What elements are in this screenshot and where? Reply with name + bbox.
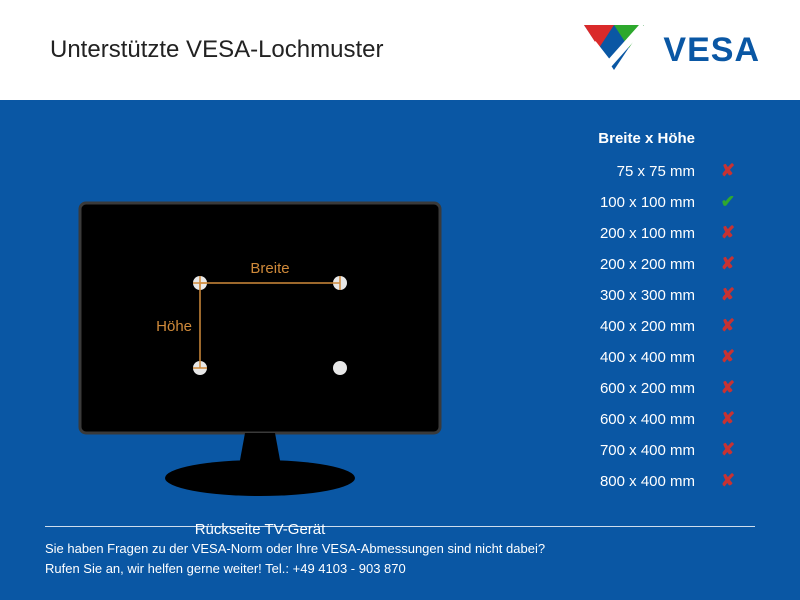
cross-icon: ✘ — [695, 471, 735, 491]
table-row: 700 x 400 mm✘ — [555, 440, 735, 460]
footer: Sie haben Fragen zu der VESA-Norm oder I… — [45, 526, 755, 578]
table-row: 200 x 100 mm✘ — [555, 223, 735, 243]
diagram-area: Breite Höhe Rückseite TV-Gerät — [45, 130, 475, 580]
footer-line-1: Sie haben Fragen zu der VESA-Norm oder I… — [45, 539, 755, 559]
vesa-logo-text: VESA — [663, 31, 760, 70]
cross-icon: ✘ — [695, 378, 735, 398]
table-rows: 75 x 75 mm✘100 x 100 mm✔200 x 100 mm✘200… — [555, 161, 735, 502]
size-label: 75 x 75 mm — [555, 163, 695, 180]
size-label: 600 x 200 mm — [555, 380, 695, 397]
cross-icon: ✘ — [695, 347, 735, 367]
size-label: 400 x 400 mm — [555, 349, 695, 366]
cross-icon: ✘ — [695, 409, 735, 429]
tv-diagram: Breite Höhe — [70, 193, 450, 513]
size-label: 600 x 400 mm — [555, 411, 695, 428]
width-label: Breite — [250, 260, 289, 277]
page-title: Unterstützte VESA-Lochmuster — [50, 36, 383, 64]
size-label: 100 x 100 mm — [555, 194, 695, 211]
size-label: 400 x 200 mm — [555, 318, 695, 335]
size-label: 200 x 200 mm — [555, 256, 695, 273]
cross-icon: ✘ — [695, 254, 735, 274]
cross-icon: ✘ — [695, 223, 735, 243]
table-row: 600 x 400 mm✘ — [555, 409, 735, 429]
size-label: 200 x 100 mm — [555, 225, 695, 242]
main-panel: Breite Höhe Rückseite TV-Gerät Breite x … — [0, 100, 800, 600]
table-row: 600 x 200 mm✘ — [555, 378, 735, 398]
cross-icon: ✘ — [695, 285, 735, 305]
table-row: 300 x 300 mm✘ — [555, 285, 735, 305]
vesa-logo: VESA — [579, 20, 760, 80]
table-row: 100 x 100 mm✔ — [555, 192, 735, 212]
footer-line-2: Rufen Sie an, wir helfen gerne weiter! T… — [45, 559, 755, 579]
cross-icon: ✘ — [695, 316, 735, 336]
table-row: 75 x 75 mm✘ — [555, 161, 735, 181]
size-table: Breite x Höhe 75 x 75 mm✘100 x 100 mm✔20… — [475, 130, 755, 580]
table-row: 200 x 200 mm✘ — [555, 254, 735, 274]
size-label: 300 x 300 mm — [555, 287, 695, 304]
cross-icon: ✘ — [695, 440, 735, 460]
table-header: Breite x Höhe — [598, 130, 735, 147]
vesa-logo-mark — [579, 20, 649, 80]
height-label: Höhe — [156, 318, 192, 335]
table-row: 800 x 400 mm✘ — [555, 471, 735, 491]
table-row: 400 x 200 mm✘ — [555, 316, 735, 336]
cross-icon: ✘ — [695, 161, 735, 181]
size-label: 700 x 400 mm — [555, 442, 695, 459]
header: Unterstützte VESA-Lochmuster VESA — [0, 0, 800, 100]
table-row: 400 x 400 mm✘ — [555, 347, 735, 367]
check-icon: ✔ — [695, 192, 735, 212]
size-label: 800 x 400 mm — [555, 473, 695, 490]
